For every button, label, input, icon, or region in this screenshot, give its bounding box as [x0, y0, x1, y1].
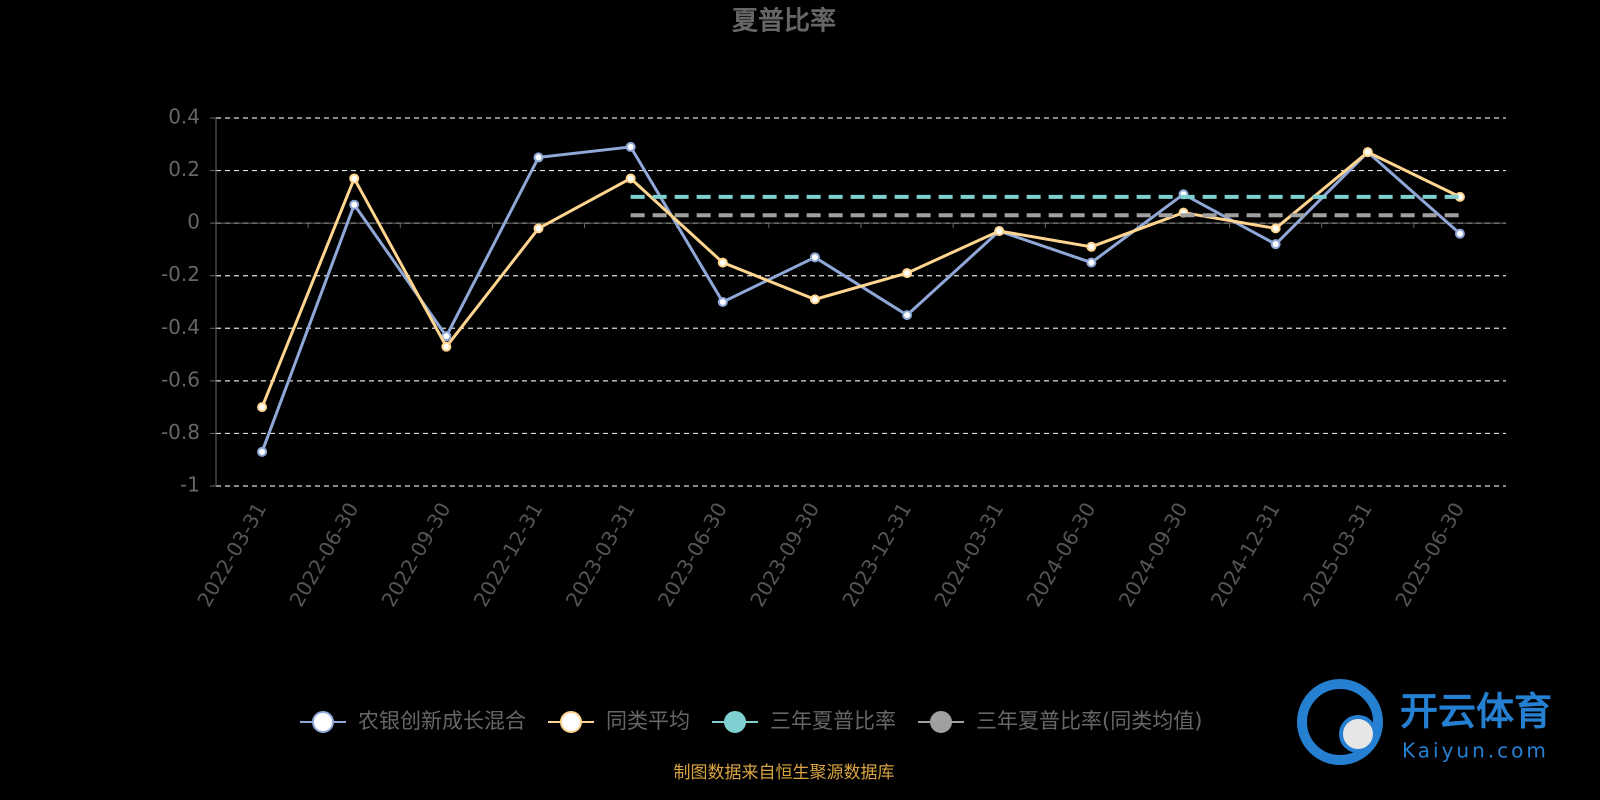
- y-tick-label: -0.8: [161, 420, 200, 444]
- data-point: [902, 310, 913, 321]
- series-line: [260, 150, 1461, 408]
- source-note: 制图数据来自恒生聚源数据库: [674, 763, 895, 783]
- data-point: [625, 173, 636, 184]
- data-point: [441, 331, 452, 342]
- legend-item: 农银创新成长混合: [300, 709, 526, 733]
- brand-site: Kaiyun.com: [1402, 739, 1549, 763]
- y-tick-label: -1: [180, 473, 200, 497]
- legend-item: 同类平均: [548, 709, 690, 733]
- data-point: [441, 341, 452, 352]
- legend-label: 三年夏普比率: [770, 709, 896, 733]
- legend-label: 同类平均: [606, 709, 690, 733]
- legend-item: 三年夏普比率(同类均值): [918, 709, 1202, 733]
- data-point: [533, 223, 544, 234]
- y-tick-label: 0.4: [168, 105, 200, 129]
- data-point: [809, 294, 820, 305]
- data-point: [349, 199, 360, 210]
- legend-marker: [724, 711, 746, 733]
- legend-label: 农银创新成长混合: [358, 709, 526, 733]
- legend-marker: [312, 711, 334, 733]
- y-tick-label: 0.2: [168, 157, 200, 181]
- logo-icon: [1297, 679, 1383, 765]
- legend-item: 三年夏普比率: [712, 709, 896, 733]
- legend-marker: [560, 711, 582, 733]
- logo-ball: [1339, 715, 1377, 753]
- data-point: [902, 268, 913, 279]
- data-point: [1270, 239, 1281, 250]
- y-tick-label: -0.4: [161, 315, 200, 339]
- legend-marker: [930, 711, 952, 733]
- y-tick-label: -0.2: [161, 262, 200, 286]
- y-tick-label: 0: [187, 210, 200, 234]
- data-point: [1270, 223, 1281, 234]
- data-point: [1362, 147, 1373, 158]
- brand-name: 开云体育: [1400, 690, 1552, 734]
- data-point: [809, 252, 820, 263]
- data-point: [257, 402, 268, 413]
- data-point: [994, 226, 1005, 237]
- y-tick-label: -0.6: [161, 367, 200, 391]
- data-point: [257, 446, 268, 457]
- legend-label: 三年夏普比率(同类均值): [976, 709, 1202, 733]
- data-point: [1086, 257, 1097, 268]
- data-point: [625, 141, 636, 152]
- data-point: [533, 152, 544, 163]
- chart-title: 夏普比率: [732, 6, 836, 37]
- data-point: [1454, 228, 1465, 239]
- data-point: [349, 173, 360, 184]
- data-point: [1086, 241, 1097, 252]
- data-point: [717, 257, 728, 268]
- data-point: [717, 297, 728, 307]
- watermark: 开云体育 Kaiyun.com: [1297, 679, 1552, 765]
